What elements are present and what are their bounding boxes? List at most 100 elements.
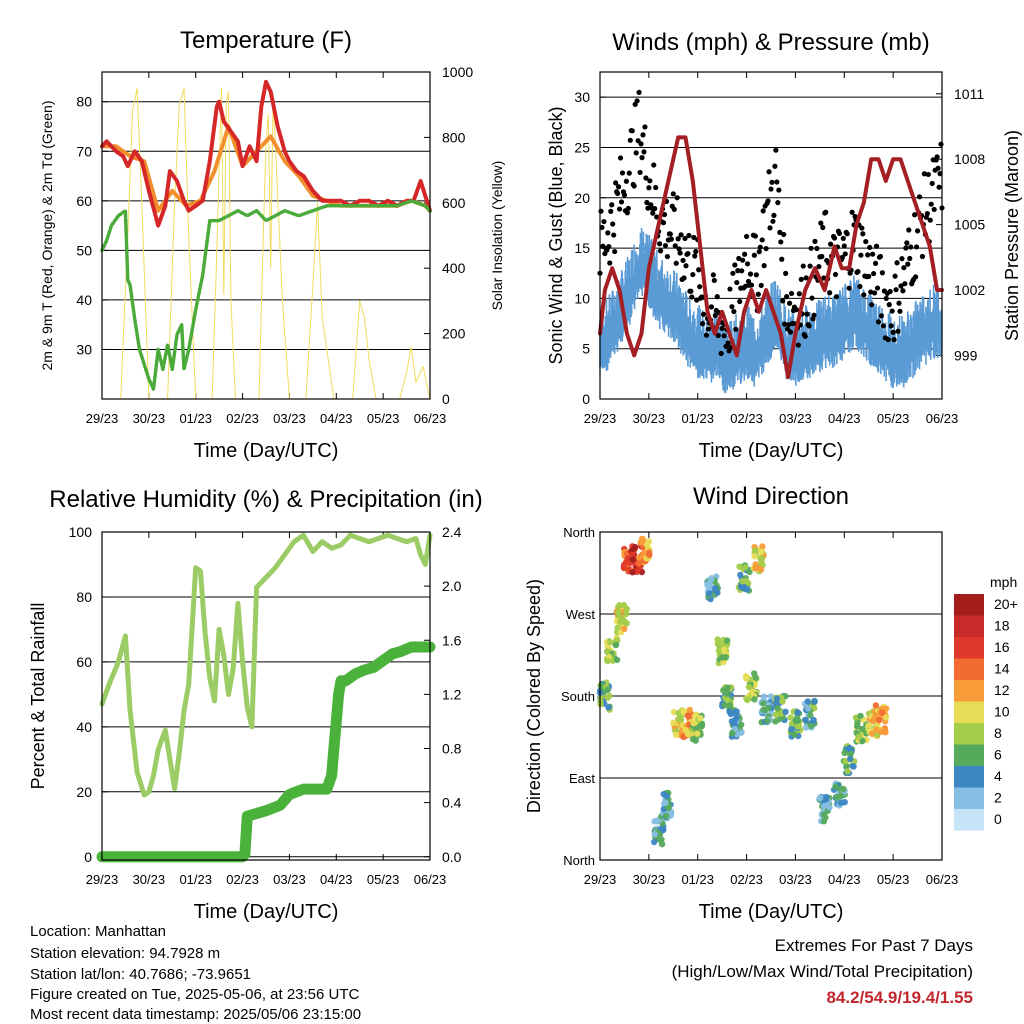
direction-point <box>743 586 751 593</box>
colorbar-swatch <box>954 766 984 788</box>
direction-point <box>802 716 809 724</box>
y2-tick-label: 1002 <box>954 282 985 298</box>
wind-gust-point <box>742 251 748 257</box>
direction-point <box>613 656 621 664</box>
direction-point <box>737 721 745 728</box>
wind-gust-point <box>866 273 872 279</box>
wind-gust-point <box>605 230 611 236</box>
wind-gust-point <box>828 241 834 247</box>
wind-gust-point <box>657 248 664 254</box>
wind-gust-point <box>870 251 876 257</box>
x-tick-label: 06/23 <box>926 872 959 887</box>
y-tick-label: 60 <box>76 193 92 209</box>
direction-point <box>640 549 648 557</box>
wind-gust-point <box>674 195 680 201</box>
direction-point <box>865 722 872 729</box>
x-tick-label: 05/23 <box>367 872 400 887</box>
wind-gust-point <box>696 267 702 273</box>
direction-point <box>765 704 772 712</box>
direction-point <box>606 692 613 700</box>
wind-gust-point <box>888 323 894 329</box>
direction-point <box>837 799 845 807</box>
y-tick-label: 30 <box>574 89 590 105</box>
wind-gust-point <box>798 276 804 282</box>
wind-gust-point <box>871 270 877 277</box>
direction-point <box>752 674 759 681</box>
wind-gust-point <box>802 333 808 339</box>
wind-gust-point <box>806 323 812 329</box>
direction-point <box>689 735 697 743</box>
direction-point <box>767 693 774 700</box>
direction-point <box>733 714 740 721</box>
y2-tick-label: 0.8 <box>442 741 462 757</box>
y-tick-label: North <box>563 525 595 540</box>
wind-gust-point <box>760 208 766 214</box>
wind-gust-point <box>662 242 669 249</box>
x-tick-label: 02/23 <box>226 872 259 887</box>
wind-gust-point <box>682 235 688 242</box>
wind-gust-point <box>811 312 817 318</box>
wind-gust-point <box>899 256 905 262</box>
direction-point <box>726 701 734 709</box>
wind-gust-point <box>938 141 944 147</box>
wind-gust-point <box>844 231 850 237</box>
temperature-2m-line <box>100 79 432 228</box>
x-tick-label: 02/23 <box>730 411 763 426</box>
direction-point <box>679 733 687 740</box>
direction-point <box>820 818 828 825</box>
wind-gust-point <box>607 260 613 266</box>
wind-gust-point <box>653 184 659 191</box>
wind-gust-point <box>858 252 864 258</box>
x-tick-label: 01/23 <box>179 872 212 887</box>
wind-gust-point <box>907 255 913 262</box>
y2-tick-label: 400 <box>442 260 466 276</box>
wind-gust-point <box>631 183 637 189</box>
wind-gust-point <box>756 249 762 255</box>
direction-point <box>604 647 611 655</box>
direction-point <box>742 564 749 571</box>
wind-gust-point <box>611 232 617 238</box>
wind-gust-point <box>744 261 751 267</box>
wind-gust-point <box>690 271 696 278</box>
direction-point <box>708 575 715 583</box>
wind-gust-point <box>671 206 677 212</box>
wind-gust-point <box>937 171 943 177</box>
y-tick-label: 15 <box>574 240 590 256</box>
wind-gust-point <box>905 261 911 267</box>
wind-gust-point <box>925 171 931 178</box>
wind-gust-point <box>842 251 848 257</box>
direction-point <box>714 636 721 643</box>
wind-gust-point <box>880 323 886 329</box>
wind-gust-point <box>673 260 679 266</box>
wind-gust-point <box>733 326 739 332</box>
wind-gust-point <box>823 209 829 215</box>
wind-gust-point <box>781 231 787 238</box>
wind-gust-point <box>902 281 908 287</box>
wind-gust-point <box>670 191 676 197</box>
wind-gust-point <box>646 185 652 191</box>
direction-point <box>623 605 631 613</box>
wind-gust-point <box>697 284 703 290</box>
x-tick-label: 30/23 <box>633 411 666 426</box>
wind-gust-point <box>681 275 687 281</box>
wind-gust-point <box>668 236 674 242</box>
colorbar-label: 20+ <box>994 596 1018 612</box>
y2-tick-label: 1008 <box>954 151 985 167</box>
y2-tick-label: 1.6 <box>442 632 462 648</box>
wind-gust-point <box>832 271 839 278</box>
direction-point <box>787 714 794 721</box>
direction-point <box>782 708 789 716</box>
y2-tick-label: 2.0 <box>442 578 462 594</box>
direction-point <box>846 755 854 763</box>
direction-point <box>817 794 824 801</box>
colorbar-label: 6 <box>994 747 1002 763</box>
wind-gust-point <box>714 294 720 300</box>
x-tick-label: 30/23 <box>133 872 166 887</box>
direction-point <box>733 708 740 715</box>
wind-gust-point <box>883 295 889 301</box>
wind-gust-point <box>694 297 700 303</box>
x-tick-label: 02/23 <box>226 411 259 426</box>
wind-gust-point <box>647 178 653 184</box>
wind-gust-point <box>644 199 650 206</box>
wind-gust-point <box>795 342 801 348</box>
